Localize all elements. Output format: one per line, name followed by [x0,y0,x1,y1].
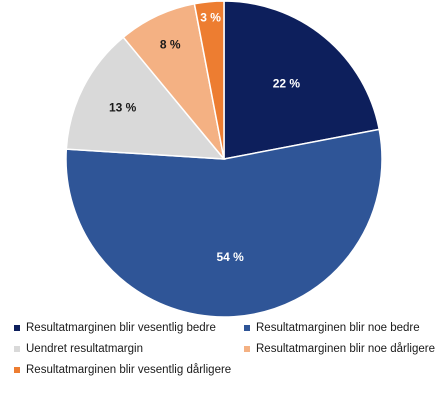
pie-slice-vesentlig-darligere [193,0,225,160]
pie-slice-vesentlig-bedre [223,0,381,160]
legend-item-vesentlig-bedre: Resultatmarginen blir vesentlig bedre [14,322,216,334]
legend-label-noe-darligere: Resultatmarginen blir noe dårligere [256,343,435,355]
legend-swatch-noe-bedre [244,325,250,331]
pie-label-noe-darligere: 8 % [160,38,181,52]
legend-label-uendret: Uendret resultatmargin [26,343,143,355]
pie-value-labels: 22 % 54 % 13 % 8 % 3 % [109,10,300,263]
legend-item-noe-darligere: Resultatmarginen blir noe dårligere [244,343,435,355]
legend-swatch-vesentlig-bedre [14,325,20,331]
legend-item-uendret: Uendret resultatmargin [14,343,143,355]
legend-item-vesentlig-darligere: Resultatmarginen blir vesentlig dårliger… [14,364,231,376]
pie-label-vesentlig-bedre: 22 % [273,77,301,91]
legend-swatch-vesentlig-darligere [14,367,20,373]
pie-slice-noe-bedre [65,128,383,318]
legend-label-vesentlig-darligere: Resultatmarginen blir vesentlig dårliger… [26,364,232,376]
pie-slice-uendret [65,36,226,160]
pie-label-noe-bedre: 54 % [216,250,244,264]
pie-label-uendret: 13 % [109,100,137,114]
pie-slices [65,0,383,318]
legend-swatch-noe-darligere [244,346,250,352]
legend-label-noe-bedre: Resultatmarginen blir noe bedre [256,322,420,334]
legend-item-noe-bedre: Resultatmarginen blir noe bedre [244,322,420,334]
legend-label-vesentlig-bedre: Resultatmarginen blir vesentlig bedre [26,322,216,334]
legend-swatch-uendret [14,346,20,352]
pie-label-vesentlig-darligere: 3 % [200,10,221,24]
